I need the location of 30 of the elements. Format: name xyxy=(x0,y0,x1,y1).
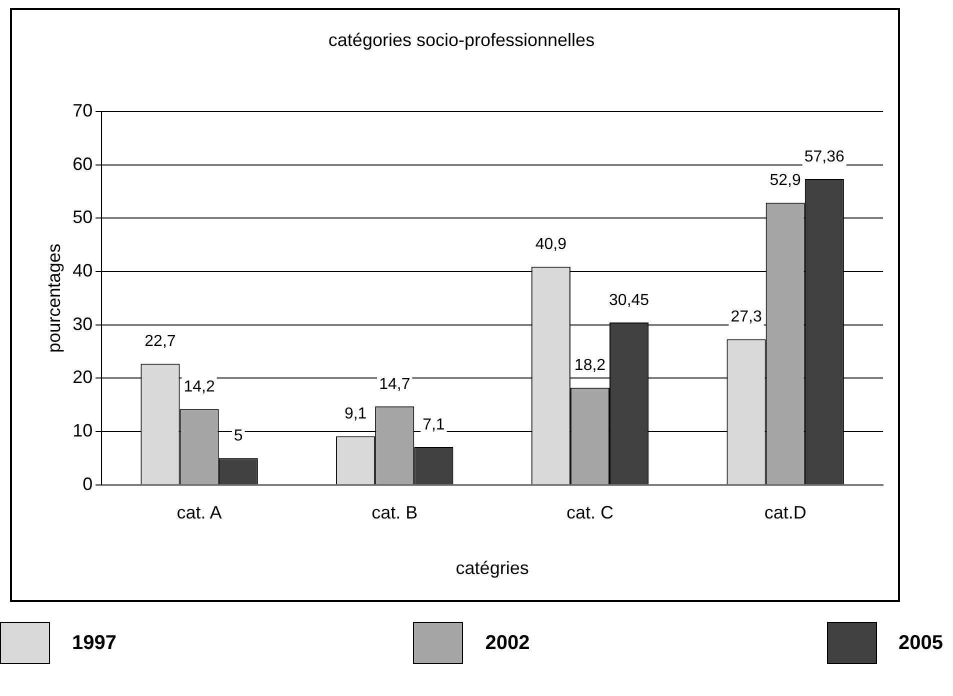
y-tick-label: 50 xyxy=(72,207,93,228)
y-tick-label: 30 xyxy=(72,314,93,334)
x-tick-label: cat. C xyxy=(566,502,614,523)
x-tick-label: cat. B xyxy=(372,502,418,523)
x-axis-title: catégries xyxy=(456,558,529,578)
data-label: 22,7 xyxy=(144,333,176,350)
legend-label: 2005 xyxy=(898,632,943,654)
data-label: 30,45 xyxy=(609,292,650,309)
y-tick-label: 0 xyxy=(82,474,93,494)
x-tick-label: cat. A xyxy=(176,502,222,523)
chart-title: catégories socio-professionnelles xyxy=(328,30,595,50)
y-tick-label: 10 xyxy=(72,420,93,440)
data-label: 9,1 xyxy=(344,406,367,423)
y-tick-label: 60 xyxy=(72,154,93,174)
y-tick-label: 70 xyxy=(72,100,93,121)
data-label: 40,9 xyxy=(535,236,567,254)
x-tick-label: cat.D xyxy=(764,502,806,523)
y-tick-label: 40 xyxy=(72,260,93,281)
y-tick-label: 20 xyxy=(72,367,93,388)
data-label: 14,7 xyxy=(379,376,410,393)
legend-label: 2002 xyxy=(485,632,530,654)
data-label: 5 xyxy=(234,428,243,445)
y-axis-title: pourcentages xyxy=(44,244,64,353)
legend-label: 1997 xyxy=(72,632,116,654)
data-label: 18,2 xyxy=(574,357,606,374)
data-label: 57,36 xyxy=(804,148,845,166)
data-label: 14,2 xyxy=(184,378,215,396)
data-label: 27,3 xyxy=(730,308,762,326)
data-label: 52,9 xyxy=(770,172,801,190)
data-label: 7,1 xyxy=(422,416,445,434)
